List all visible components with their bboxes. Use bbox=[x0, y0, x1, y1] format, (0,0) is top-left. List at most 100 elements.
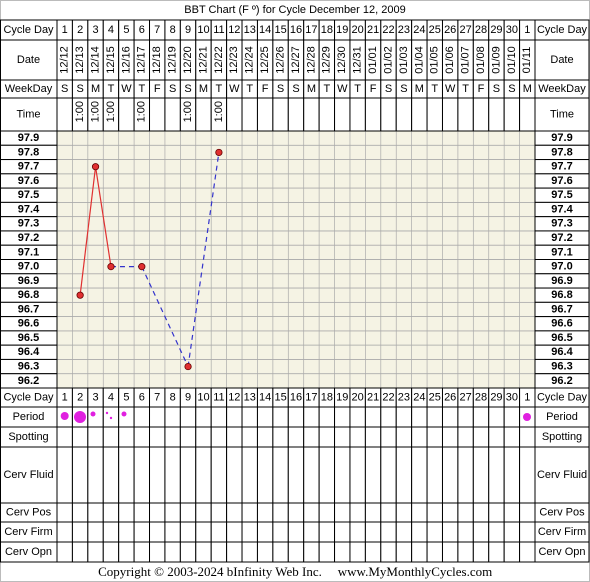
cell bbox=[503, 406, 521, 428]
cell bbox=[395, 502, 413, 523]
cell bbox=[441, 521, 459, 543]
row-label: Cerv Pos bbox=[6, 506, 52, 518]
cell bbox=[364, 406, 382, 428]
cell bbox=[272, 426, 289, 448]
date: 12/22 bbox=[213, 46, 225, 74]
cell bbox=[411, 502, 428, 523]
cell bbox=[241, 426, 258, 448]
weekday: T bbox=[431, 83, 438, 95]
cell bbox=[118, 446, 135, 504]
cell bbox=[87, 406, 104, 428]
cell bbox=[380, 406, 397, 428]
cell bbox=[395, 521, 413, 543]
cell bbox=[488, 446, 505, 504]
cycle-day: 16 bbox=[290, 391, 302, 403]
cycle-day: 30 bbox=[506, 391, 518, 403]
cell bbox=[164, 406, 181, 428]
cell bbox=[226, 541, 243, 563]
cycle-day: 4 bbox=[108, 391, 114, 403]
cell bbox=[87, 426, 104, 448]
date: 01/11 bbox=[521, 47, 533, 74]
weekday: S bbox=[61, 83, 68, 95]
y-tick-label: 97.3 bbox=[551, 218, 572, 230]
y-tick-label: 97.9 bbox=[551, 132, 572, 144]
cell bbox=[457, 406, 474, 428]
series-line bbox=[79, 166, 97, 296]
gap-line bbox=[141, 266, 189, 367]
cell bbox=[395, 541, 413, 563]
cycle-day: 19 bbox=[336, 24, 348, 36]
cell bbox=[164, 446, 181, 504]
y-tick-label: 97.2 bbox=[551, 232, 572, 244]
cycle-day: 26 bbox=[444, 24, 456, 36]
cell bbox=[364, 446, 382, 504]
row-label: Date bbox=[17, 54, 40, 66]
cell bbox=[287, 541, 305, 563]
cell bbox=[226, 406, 243, 428]
cell bbox=[226, 426, 243, 448]
weekday: T bbox=[246, 83, 253, 95]
cell bbox=[457, 541, 474, 563]
cell bbox=[210, 502, 228, 523]
point bbox=[184, 362, 192, 371]
date: 12/18 bbox=[151, 46, 163, 74]
cell bbox=[56, 521, 73, 543]
cell bbox=[87, 541, 104, 563]
cell bbox=[318, 502, 336, 523]
row-label: Time bbox=[16, 108, 40, 120]
point bbox=[76, 291, 84, 299]
cell bbox=[441, 502, 459, 523]
cell bbox=[364, 502, 382, 523]
cell bbox=[364, 426, 382, 448]
y-tick-label: 96.2 bbox=[18, 375, 39, 387]
cell bbox=[256, 446, 274, 504]
y-tick-label: 97.0 bbox=[551, 261, 572, 273]
cycle-day: 3 bbox=[92, 391, 98, 403]
weekday: S bbox=[184, 83, 191, 95]
y-tick-label: 97.3 bbox=[18, 218, 39, 230]
weekday: S bbox=[508, 83, 515, 95]
row-label: Time bbox=[550, 108, 574, 120]
cell bbox=[241, 97, 258, 132]
y-tick-label: 97.7 bbox=[551, 161, 572, 173]
period-dot bbox=[74, 411, 86, 423]
cell bbox=[210, 446, 228, 504]
copyright: Copyright © 2003-2024 bInfinity Web Inc. bbox=[98, 564, 322, 579]
period-marks bbox=[60, 411, 531, 423]
cell bbox=[149, 521, 166, 543]
cell bbox=[287, 406, 305, 428]
cell bbox=[87, 521, 104, 543]
date: 12/17 bbox=[136, 46, 148, 74]
row-label: Cerv Opn bbox=[5, 546, 52, 558]
cell bbox=[56, 502, 73, 523]
cycle-day: 13 bbox=[244, 391, 256, 403]
cycle-day: 22 bbox=[382, 391, 394, 403]
date: 12/25 bbox=[259, 46, 271, 74]
row-label: Spotting bbox=[542, 431, 582, 443]
cell bbox=[426, 521, 443, 543]
date: 12/12 bbox=[59, 46, 71, 74]
row-label: Cycle Day bbox=[3, 391, 54, 403]
cell bbox=[133, 446, 151, 504]
date: 12/30 bbox=[336, 46, 348, 74]
cell bbox=[426, 426, 443, 448]
cycle-day: 30 bbox=[506, 24, 518, 36]
cycle-day: 26 bbox=[444, 391, 456, 403]
cycle-day: 10 bbox=[197, 24, 209, 36]
cell bbox=[195, 426, 212, 448]
cell bbox=[349, 521, 366, 543]
y-tick-label: 96.6 bbox=[18, 318, 39, 330]
cell bbox=[519, 541, 536, 563]
cycle-day: 5 bbox=[123, 24, 129, 36]
cell bbox=[87, 446, 104, 504]
date: 12/19 bbox=[167, 46, 179, 74]
weekday: S bbox=[292, 83, 299, 95]
y-tick-label: 97.8 bbox=[551, 146, 572, 158]
cell bbox=[226, 502, 243, 523]
cell bbox=[472, 97, 490, 132]
cell bbox=[179, 406, 197, 428]
row-label: Cerv Fluid bbox=[3, 469, 53, 481]
y-tick-label: 96.3 bbox=[551, 360, 572, 372]
cell bbox=[488, 541, 505, 563]
